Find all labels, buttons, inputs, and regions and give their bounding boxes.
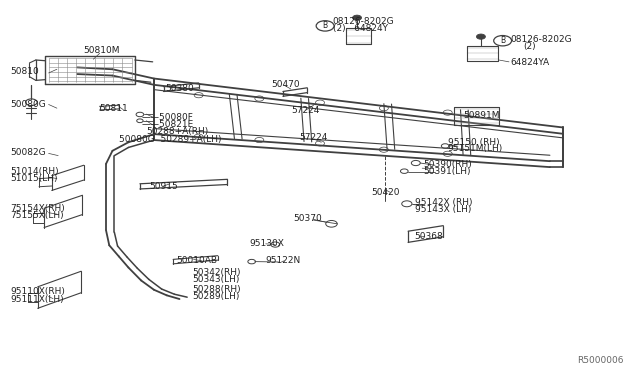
Text: 64824YA: 64824YA <box>510 58 549 67</box>
Text: 95111X(LH): 95111X(LH) <box>10 295 64 304</box>
Text: 95122N: 95122N <box>266 256 301 265</box>
Text: 50391(LH): 50391(LH) <box>424 167 471 176</box>
Text: 51015(LH): 51015(LH) <box>10 174 58 183</box>
Text: 50343(LH): 50343(LH) <box>192 275 239 284</box>
Text: 50915: 50915 <box>149 182 178 190</box>
Text: 50810: 50810 <box>10 67 39 76</box>
Text: R5000006: R5000006 <box>577 356 623 365</box>
Text: 51014(RH): 51014(RH) <box>10 167 59 176</box>
Text: 50370: 50370 <box>293 214 322 223</box>
Circle shape <box>476 34 485 39</box>
Text: 50810M: 50810M <box>84 46 120 55</box>
Text: 95130X: 95130X <box>250 239 285 248</box>
Text: 08126-8202G: 08126-8202G <box>333 17 394 26</box>
Text: 50390(RH): 50390(RH) <box>424 160 472 169</box>
Text: 50891M: 50891M <box>463 111 500 120</box>
Text: ——50080F: ——50080F <box>141 113 193 122</box>
Text: 50080G: 50080G <box>10 100 46 109</box>
Text: 95142X (RH): 95142X (RH) <box>415 198 472 207</box>
Text: B: B <box>323 22 328 31</box>
Text: 57224: 57224 <box>291 106 319 115</box>
Text: 50010AB: 50010AB <box>176 256 218 265</box>
Text: 50288+A(RH): 50288+A(RH) <box>147 127 209 137</box>
Text: 75154X(RH): 75154X(RH) <box>10 204 65 213</box>
Text: B: B <box>500 36 505 45</box>
Text: 95151M(LH): 95151M(LH) <box>448 144 503 153</box>
Text: 50380: 50380 <box>166 84 194 93</box>
Text: 95143X (LH): 95143X (LH) <box>415 205 471 214</box>
Text: 50082G: 50082G <box>10 148 46 157</box>
Text: 08126-8202G: 08126-8202G <box>510 35 572 44</box>
Text: (2)   64824Y: (2) 64824Y <box>333 24 388 33</box>
Text: 95110X(RH): 95110X(RH) <box>10 288 65 296</box>
Text: 75155X(LH): 75155X(LH) <box>10 211 64 220</box>
Text: 95150 (RH): 95150 (RH) <box>448 138 499 147</box>
Text: 50289(LH): 50289(LH) <box>192 292 239 301</box>
Circle shape <box>353 15 362 20</box>
Text: 50342(RH): 50342(RH) <box>192 268 241 277</box>
Text: (2): (2) <box>523 42 536 51</box>
Text: 50420: 50420 <box>371 188 399 197</box>
Text: 50368: 50368 <box>415 232 444 241</box>
Text: 50288(RH): 50288(RH) <box>192 285 241 294</box>
Text: 50811: 50811 <box>100 104 129 113</box>
Text: ——50821E: ——50821E <box>141 120 193 129</box>
Text: 50470: 50470 <box>271 80 300 89</box>
Text: 57224: 57224 <box>300 133 328 142</box>
Text: 50080G  50289+A(LH): 50080G 50289+A(LH) <box>119 135 221 144</box>
